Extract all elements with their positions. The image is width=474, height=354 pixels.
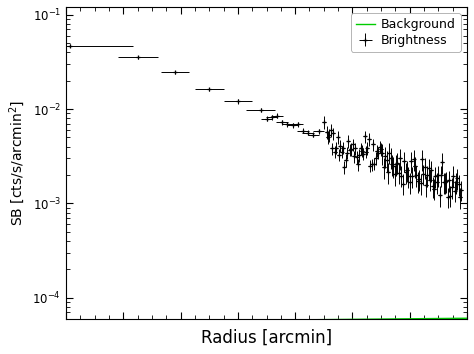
Background — [427, 316, 432, 321]
Background — [302, 318, 308, 322]
Y-axis label: SB [cts/s/arcmin$^2$]: SB [cts/s/arcmin$^2$] — [7, 100, 27, 226]
Background — [401, 317, 407, 321]
Background — [63, 320, 69, 324]
Line: Background: Background — [66, 318, 467, 322]
Background — [464, 316, 470, 320]
Background — [64, 320, 70, 324]
Background — [301, 318, 306, 322]
X-axis label: Radius [arcmin]: Radius [arcmin] — [201, 329, 332, 347]
Background — [309, 318, 314, 322]
Legend: Background, Brightness: Background, Brightness — [351, 13, 461, 52]
